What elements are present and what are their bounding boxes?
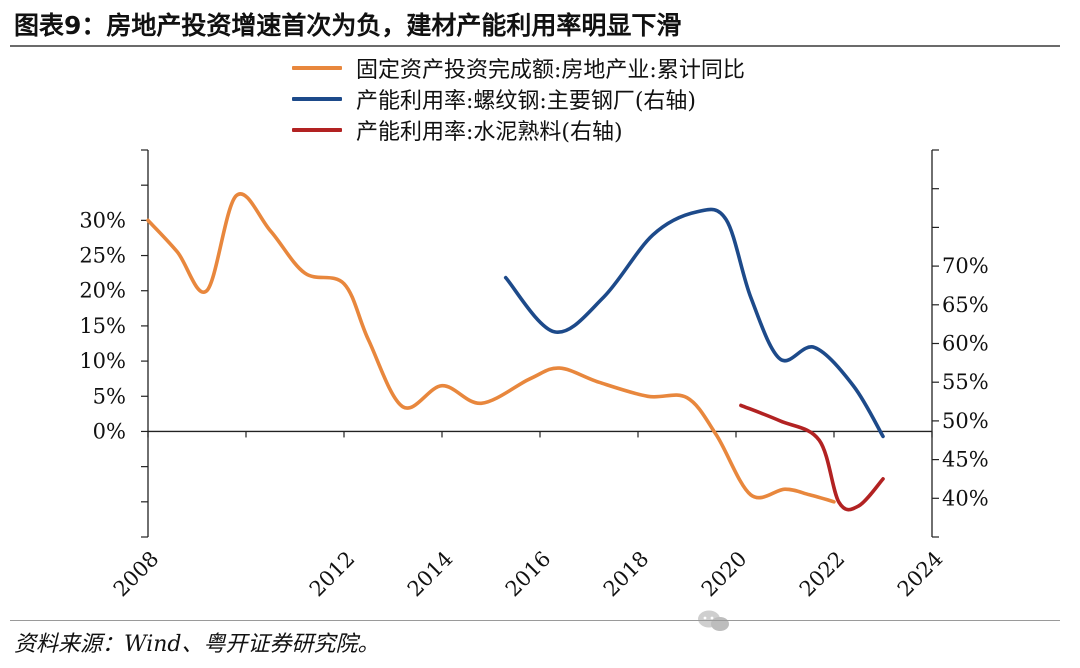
rebar-utilization-line [503,207,885,439]
right-tick-label: 40% [942,486,989,510]
axes-layer [141,149,939,538]
title-divider [10,45,1060,47]
source-divider [10,620,1060,621]
legend-item-rebar: 产能利用率:螺纹钢:主要钢厂(右轴) [292,83,745,114]
right-tick-label: 50% [942,409,989,433]
investment-series-line [146,192,836,504]
legend-item-cement: 产能利用率:水泥熟料(右轴) [292,114,745,145]
legend-swatch-cement [292,127,342,132]
series-layer [146,192,885,512]
x-tick-label: 2024 [893,547,948,602]
wechat-watermark-icon [698,610,729,631]
x-tick-label: 2022 [795,547,850,602]
x-tick-label: 2020 [697,547,752,602]
cement-utilization-line [739,403,885,512]
left-tick-label: 5% [93,384,126,408]
legend-label-cement: 产能利用率:水泥熟料(右轴) [356,119,623,145]
x-tick-label: 2018 [599,547,654,602]
right-tick-label: 70% [942,254,989,278]
right-tick-label: 55% [942,370,989,394]
x-tick-label: 2014 [403,547,458,602]
legend-label-investment: 固定资产投资完成额:房地产业:累计同比 [356,57,745,83]
left-tick-label: 30% [79,208,126,232]
legend-label-rebar: 产能利用率:螺纹钢:主要钢厂(右轴) [356,88,696,114]
left-tick-label: 25% [79,244,126,268]
right-tick-label: 65% [942,293,989,317]
left-tick-label: 0% [93,419,126,443]
right-tick-label: 45% [942,448,989,472]
legend-swatch-rebar [292,96,342,101]
legend-swatch-investment [292,65,342,70]
left-tick-label: 10% [79,349,126,373]
chart-legend: 固定资产投资完成额:房地产业:累计同比 产能利用率:螺纹钢:主要钢厂(右轴) 产… [292,52,745,145]
source-note: 资料来源：Wind、粤开证券研究院。 [14,632,380,657]
x-tick-label: 2016 [501,547,556,602]
page-title: 图表9：房地产投资增速首次为负，建材产能利用率明显下滑 [14,11,682,40]
x-tick-label: 2012 [305,547,360,602]
legend-item-investment: 固定资产投资完成额:房地产业:累计同比 [292,52,745,83]
left-tick-label: 15% [79,314,126,338]
left-tick-label: 20% [79,279,126,303]
x-tick-label: 2008 [109,547,164,602]
right-tick-label: 60% [942,332,989,356]
